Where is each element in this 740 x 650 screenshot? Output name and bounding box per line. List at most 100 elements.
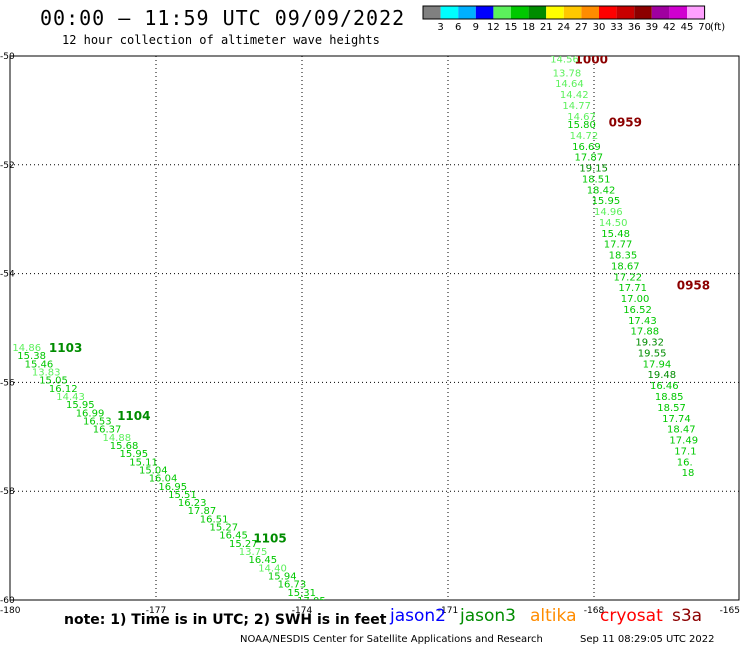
- colorbar-swatch: [528, 6, 547, 19]
- colorbar-swatch: [669, 6, 687, 19]
- swh-value-label: 15.05: [39, 376, 68, 387]
- page-title: 00:00 – 11:59 UTC 09/09/2022: [40, 6, 406, 30]
- swh-value-label: 16.45: [219, 531, 248, 542]
- swh-value-label: 16.51: [200, 514, 229, 525]
- swh-value-label: 19.55: [638, 348, 667, 359]
- satellite-legend-item: jason2: [390, 606, 446, 626]
- swh-value-label: 17.00: [621, 294, 650, 305]
- swh-value-label: 16.95: [158, 482, 187, 493]
- swh-value-label: 18.42: [587, 185, 616, 196]
- colorbar-frame: [422, 5, 706, 20]
- swh-value-label: 18.57: [657, 403, 686, 414]
- swh-value-label: 18.47: [667, 425, 696, 436]
- swh-value-label: 14.40: [258, 563, 287, 574]
- y-tick-label: -54: [0, 270, 15, 280]
- swh-value-label: 17.87: [575, 153, 604, 164]
- swh-value-label: 13.75: [239, 547, 268, 558]
- swh-value-label: 15.95: [66, 400, 95, 411]
- swh-value-label: 15.11: [129, 457, 158, 468]
- swh-value-label: 17.71: [618, 283, 647, 294]
- swh-value-label: 16.99: [76, 408, 105, 419]
- pass-time-label: 1104: [117, 409, 150, 423]
- swh-value-label: 16.46: [650, 381, 679, 392]
- swh-value-label: 14.77: [562, 101, 591, 112]
- swh-value-label: 17.22: [613, 272, 642, 283]
- satellite-legend-item: altika: [530, 606, 577, 626]
- colorbar-label: 3: [437, 22, 443, 33]
- swh-value-label: 18.51: [582, 174, 611, 185]
- colorbar-label: 18: [522, 22, 535, 33]
- colorbar-label: 6: [455, 22, 461, 33]
- swh-value-label: 16.53: [83, 416, 112, 427]
- swh-value-label: 17.87: [188, 506, 217, 517]
- colorbar-swatch: [581, 6, 599, 19]
- colorbar-label: 70: [698, 22, 711, 33]
- swh-value-label: 18.35: [609, 251, 638, 262]
- footer-credit: NOAA/NESDIS Center for Satellite Applica…: [240, 634, 543, 645]
- colorbar-label: 30: [593, 22, 606, 33]
- swh-value-label: 16.52: [623, 305, 652, 316]
- colorbar-label: 24: [557, 22, 570, 33]
- swh-value-label: 13.83: [32, 368, 61, 379]
- colorbar-unit: (ft): [710, 22, 725, 33]
- x-tick-label: -165: [720, 606, 740, 616]
- swh-value-label: 14.72: [570, 131, 599, 142]
- pass-time-label: 1105: [253, 531, 286, 545]
- colorbar-label: 39: [645, 22, 658, 33]
- swh-value-label: 17.74: [662, 414, 691, 425]
- swh-value-label: 15.04: [139, 465, 168, 476]
- swh-value-label: 15.27: [229, 539, 258, 550]
- swh-value-label: 18.67: [611, 261, 640, 272]
- colorbar-swatch: [458, 6, 476, 19]
- swh-value-label: 15.27: [210, 523, 239, 534]
- colorbar-legend: 3 6 9 12 15 18 21 24 27 30 33 36 39 42 45 70 (ft): [422, 5, 725, 33]
- swh-value-label: 14.96: [594, 207, 623, 218]
- y-tick-label: -50: [0, 52, 15, 62]
- colorbar-label: 45: [681, 22, 694, 33]
- swh-value-label: 19.48: [648, 370, 677, 381]
- y-tick-label: -56: [0, 378, 15, 388]
- swh-value-label: 15.94: [268, 572, 297, 583]
- page-subtitle: 12 hour collection of altimeter wave hei…: [62, 33, 380, 47]
- y-tick-label: -60: [0, 596, 15, 606]
- swh-value-label: 17.88: [631, 327, 660, 338]
- swh-value-label: 17.05: [297, 596, 326, 607]
- pass-time-label: 1103: [49, 341, 82, 355]
- colorbar-swatch: [423, 6, 441, 19]
- colorbar-swatch: [546, 6, 564, 19]
- colorbar-swatch: [493, 6, 511, 19]
- colorbar-label: 33: [610, 22, 623, 33]
- plot-frame: [9, 55, 740, 601]
- x-tick-label: -180: [0, 606, 21, 616]
- colorbar-swatch: [511, 6, 529, 19]
- swh-value-label: 17.1: [674, 446, 696, 457]
- colorbar-swatch: [651, 6, 670, 19]
- pass-time-label: 0958: [677, 278, 710, 292]
- swh-value-label: 15.48: [601, 229, 630, 240]
- swh-value-label: 13.78: [553, 68, 582, 79]
- swh-value-label: 15.95: [120, 449, 149, 460]
- swh-value-label: 15.68: [110, 441, 139, 452]
- colorbar-label: 36: [628, 22, 641, 33]
- swh-value-label: 16.12: [49, 384, 78, 395]
- swh-value-label: 14.88: [102, 433, 131, 444]
- swh-value-label: 17.43: [628, 316, 657, 327]
- swh-value-label: 14.67: [567, 112, 596, 123]
- swh-value-label: 15.80: [567, 120, 596, 131]
- swh-value-label: 16.: [677, 457, 693, 468]
- colorbar-swatch: [440, 6, 459, 19]
- swh-value-label: 14.42: [560, 90, 589, 101]
- colorbar-swatch: [563, 6, 582, 19]
- swh-value-label: 15.38: [17, 351, 46, 362]
- x-tick-label: -171: [438, 606, 458, 616]
- swh-value-label: 16.73: [278, 580, 307, 591]
- pass-time-label: 1000: [575, 53, 608, 67]
- satellite-legend-item: cryosat: [600, 606, 663, 626]
- swh-value-label: 14.56: [550, 55, 579, 66]
- x-tick-label: -174: [292, 606, 313, 616]
- satellite-legend-item: s3a: [672, 606, 703, 626]
- swh-value-label: 17.49: [669, 436, 698, 447]
- swh-value-label: 19.15: [579, 164, 608, 175]
